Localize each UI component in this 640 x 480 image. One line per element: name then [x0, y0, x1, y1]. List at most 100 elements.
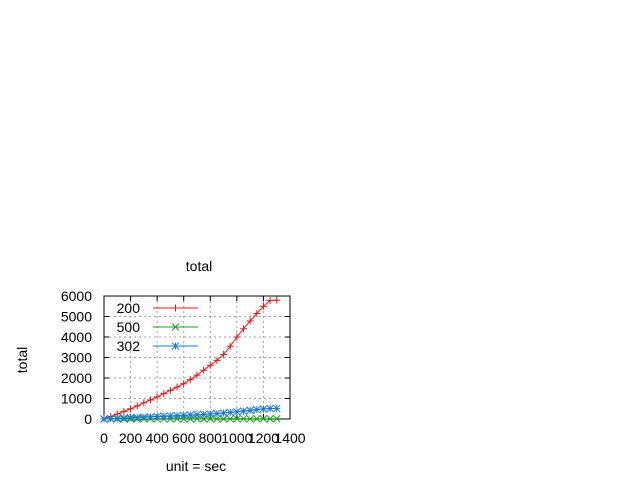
legend-marker-200: [172, 304, 179, 312]
data-point-302-stroke: [213, 409, 221, 418]
data-point-302: [120, 414, 128, 422]
data-point-200: [160, 390, 168, 398]
data-point-200: [266, 297, 274, 305]
data-point-500-stroke: [219, 414, 228, 423]
data-point-200: [193, 371, 201, 379]
data-point-302-stroke: [140, 413, 148, 422]
data-point-200: [253, 309, 261, 317]
x-tick-label: 1400: [274, 430, 305, 446]
data-point-302-stroke: [159, 412, 168, 421]
x-tick-label: 1200: [248, 430, 279, 446]
data-point-302-stroke: [272, 404, 281, 413]
data-point-302-stroke: [259, 405, 268, 413]
grid-lines: [104, 296, 290, 419]
data-point-302: [100, 415, 108, 423]
data-point-200: [220, 350, 228, 358]
data-point-302-stroke: [226, 408, 235, 417]
data-point-500-stroke: [259, 414, 268, 423]
data-point-302: [140, 413, 148, 422]
y-tick-label: 1000: [61, 391, 92, 407]
x-tick-label: 0: [100, 430, 108, 446]
data-point-200: [166, 386, 174, 394]
y-tick-label: 3000: [61, 350, 92, 366]
data-point-302: [133, 413, 142, 422]
data-point-500: [272, 414, 281, 423]
data-point-200: [233, 333, 241, 341]
data-point-302-stroke: [106, 414, 115, 423]
y-tick-label: 6000: [61, 288, 92, 304]
data-point-302: [106, 414, 115, 423]
data-point-302-stroke: [166, 412, 175, 420]
data-point-302: [153, 412, 161, 421]
data-point-302-stroke: [186, 411, 195, 419]
data-point-200: [153, 393, 161, 401]
y-axis-label: total: [14, 347, 30, 373]
data-point-500: [233, 414, 241, 423]
legend-label-500: 500: [117, 319, 141, 335]
data-point-302: [179, 411, 188, 420]
data-point-302: [206, 410, 215, 418]
data-point-500-stroke: [186, 415, 195, 423]
data-point-500-stroke: [272, 414, 281, 423]
data-point-302-stroke: [252, 405, 261, 414]
data-point-302-stroke: [193, 410, 201, 419]
data-point-302: [199, 410, 208, 419]
data-point-302: [219, 409, 228, 417]
data-point-302-stroke: [246, 406, 254, 415]
data-point-302: [252, 405, 261, 414]
data-point-302-stroke: [173, 411, 181, 420]
legend: 200 500 302: [117, 300, 198, 354]
data-point-200: [147, 396, 154, 404]
series-layer: [100, 296, 281, 423]
data-point-302: [226, 408, 235, 417]
data-point-200: [246, 317, 254, 325]
y-tick-label: 2000: [61, 370, 92, 386]
data-point-200: [213, 356, 221, 364]
x-tick-label: 800: [199, 430, 223, 446]
data-point-500: [259, 414, 268, 423]
data-point-302-stroke: [199, 410, 208, 419]
data-point-302-stroke: [113, 414, 122, 423]
legend-marker-302-stroke: [171, 342, 180, 350]
legend-marker-500-stroke: [171, 323, 180, 331]
data-point-302-stroke: [206, 410, 215, 418]
data-point-500-stroke: [226, 414, 235, 423]
data-point-200: [273, 296, 281, 304]
data-point-200: [180, 380, 188, 388]
data-point-200: [226, 342, 234, 350]
data-point-302: [266, 404, 274, 413]
data-point-302: [246, 406, 254, 415]
data-point-302-stroke: [219, 409, 228, 417]
data-point-200: [200, 366, 208, 374]
data-point-500-stroke: [252, 414, 261, 423]
data-point-500-stroke: [239, 414, 248, 423]
data-point-302-stroke: [266, 404, 274, 413]
series-line-200: [103, 299, 277, 420]
data-point-200: [240, 325, 247, 333]
y-tick-label: 5000: [61, 309, 92, 325]
x-tick-label: 600: [172, 430, 196, 446]
data-point-302: [166, 412, 175, 420]
data-point-302-stroke: [133, 413, 142, 422]
data-point-500: [219, 414, 228, 423]
legend-marker-500: [171, 323, 180, 331]
data-point-302-stroke: [153, 412, 161, 421]
data-point-302: [193, 410, 201, 419]
data-point-200: [127, 405, 135, 413]
series-302: [100, 404, 281, 423]
data-point-302: [239, 407, 248, 415]
data-point-302-stroke: [120, 414, 128, 422]
legend-marker-302: [171, 342, 180, 350]
data-point-500: [186, 415, 195, 423]
data-point-500-stroke: [233, 414, 241, 423]
data-point-302: [113, 414, 122, 423]
data-point-200: [120, 407, 128, 415]
data-point-302-stroke: [100, 415, 108, 423]
chart-title: total: [186, 258, 212, 274]
legend-label-200: 200: [117, 300, 141, 316]
data-point-200: [259, 302, 267, 310]
y-tick-label: 0: [84, 411, 92, 427]
data-point-500-stroke: [246, 414, 254, 423]
